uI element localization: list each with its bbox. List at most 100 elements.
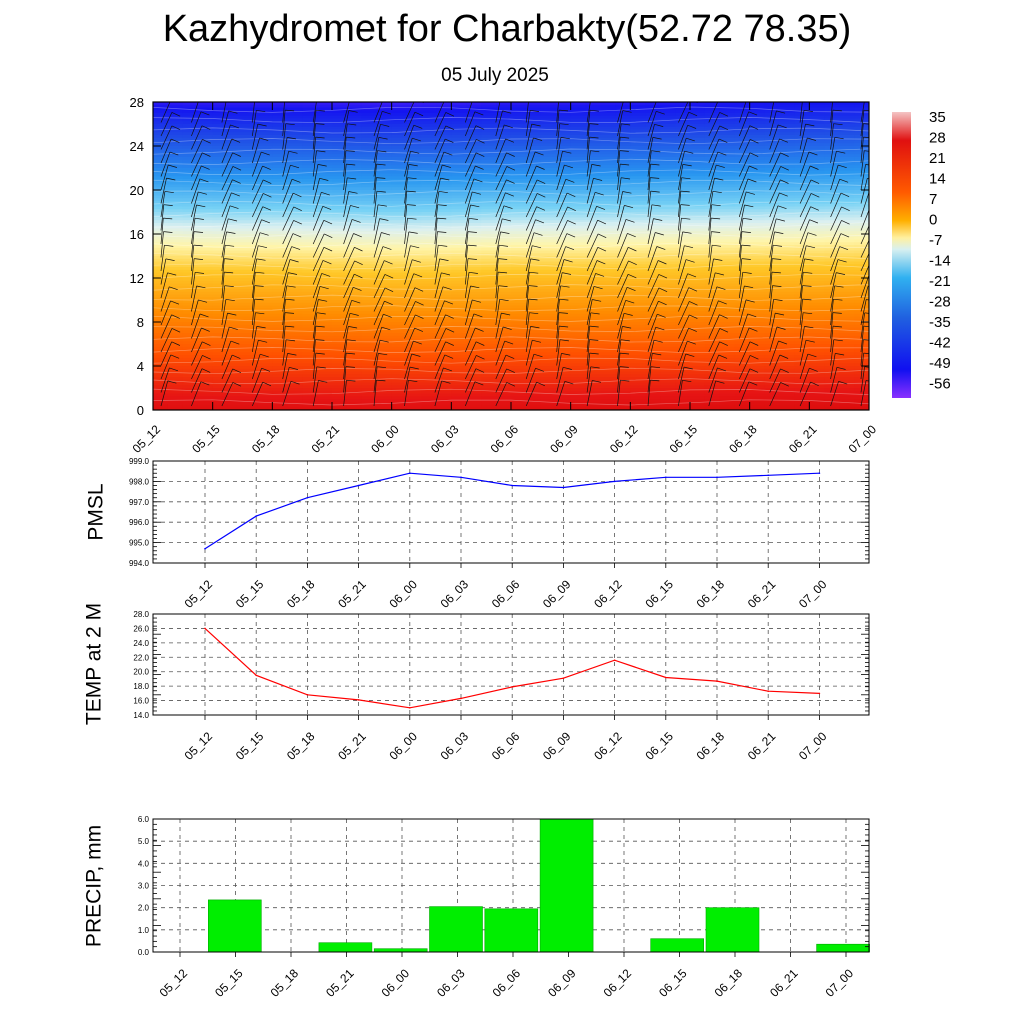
precip-bar <box>539 818 594 953</box>
x-tick-label: 05_15 <box>212 966 246 1000</box>
wind-barb <box>495 382 516 407</box>
wind-barb <box>556 164 574 191</box>
wind-barb <box>434 328 455 353</box>
wind-barb <box>221 218 238 245</box>
wind-barb <box>617 191 632 218</box>
wind-barb <box>556 366 572 393</box>
wind-barb <box>464 368 485 393</box>
wind-barb <box>434 341 454 366</box>
wind-barb <box>830 298 843 326</box>
wind-barb <box>769 312 785 339</box>
wind-barb <box>191 244 203 272</box>
wind-barb <box>738 368 759 393</box>
wind-barb <box>343 205 360 231</box>
heatmap-y-tick-label: 20 <box>130 183 144 198</box>
wind-barb <box>525 179 546 204</box>
wind-barb <box>556 272 572 299</box>
wind-barb <box>830 246 849 272</box>
colorbar: 35 28 21 14 7 0 -7 -14 -21 -28 -35 -42 -49 -56 <box>892 109 951 398</box>
wind-barb <box>373 379 386 407</box>
wind-barb <box>343 123 357 150</box>
wind-barb <box>830 285 844 312</box>
y-tick-label: 14.0 <box>133 711 149 720</box>
wind-barb <box>251 298 264 326</box>
x-tick-label: 06_03 <box>434 966 468 1000</box>
wind-barb <box>769 124 787 150</box>
wind-barb <box>312 273 331 299</box>
wind-barb <box>708 151 727 177</box>
wind-barb <box>312 150 326 177</box>
wind-barb <box>464 204 480 231</box>
x-tick-label: 06_09 <box>540 729 574 763</box>
wind-barb <box>282 137 296 164</box>
wind-barb <box>556 150 572 177</box>
wind-barb <box>495 124 513 150</box>
wind-barb <box>434 164 452 191</box>
x-tick-label: 06_15 <box>642 729 676 763</box>
isotherm-line <box>153 179 869 186</box>
wind-barb <box>495 231 510 258</box>
wind-barb <box>738 178 757 204</box>
wind-barb <box>434 138 454 164</box>
x-tick-label: 06_18 <box>712 966 746 1000</box>
temp-point <box>665 676 667 679</box>
wind-barb <box>464 258 477 285</box>
wind-barb <box>556 123 569 150</box>
wind-barb <box>799 151 818 177</box>
wind-barb <box>434 258 449 285</box>
wind-barb <box>434 380 451 407</box>
wind-barb <box>221 179 241 204</box>
wind-barb <box>678 327 697 353</box>
isotherm-line <box>153 138 869 145</box>
heatmap-y-tick-label: 28 <box>130 95 144 110</box>
wind-barb <box>282 259 299 285</box>
pmsl-point <box>665 476 667 479</box>
wind-barb <box>738 139 759 164</box>
wind-barb <box>191 368 211 393</box>
wind-barb <box>464 102 473 123</box>
isotherm-line <box>153 190 869 197</box>
wind-barb <box>738 285 754 312</box>
wind-barb <box>678 204 690 231</box>
wind-barb <box>251 245 268 272</box>
wind-barb <box>373 204 387 231</box>
colorbar-label: 0 <box>929 212 937 229</box>
wind-barb <box>404 137 421 164</box>
wind-barb <box>830 136 844 164</box>
wind-barb <box>525 137 543 164</box>
wind-barb <box>160 258 175 285</box>
wind-barb <box>769 110 786 137</box>
x-tick-label: 06_09 <box>545 966 579 1000</box>
isotherm-line <box>153 315 869 322</box>
wind-barb <box>251 151 270 177</box>
wind-barb <box>830 272 846 299</box>
wind-barb <box>282 339 296 366</box>
colorbar-label: -21 <box>929 273 951 290</box>
wind-barb <box>343 352 356 380</box>
x-tick-label: 06_06 <box>489 577 523 611</box>
isotherm-line <box>153 326 869 333</box>
temp-point <box>409 707 411 709</box>
wind-barb <box>769 231 784 258</box>
wind-barb <box>191 204 206 231</box>
wind-barb <box>312 191 330 218</box>
wind-barb <box>160 380 177 407</box>
wind-barb <box>617 352 630 380</box>
wind-barb <box>312 102 317 123</box>
wind-barb <box>343 299 361 326</box>
wind-barb <box>738 125 759 150</box>
wind-barb <box>525 339 541 366</box>
wind-barb <box>343 177 357 204</box>
wind-barb <box>251 109 266 137</box>
wind-barb <box>251 123 267 150</box>
wind-barb <box>160 138 180 164</box>
isotherm-line <box>153 232 869 239</box>
wind-barb <box>312 219 333 245</box>
wind-barb <box>647 326 665 353</box>
pmsl-panel: 994.0 995.0 996.0 997.0 998.0 999.0 05_12 05_15… <box>85 457 870 611</box>
wind-barb <box>738 313 757 339</box>
temperature-cross-section: 0 4 8 12 16 20 24 28 05_12 05_15 05_18 05_21 06_00 0… <box>130 95 880 456</box>
wind-barb <box>860 123 869 150</box>
wind-barb <box>586 136 599 164</box>
wind-barb <box>647 204 661 231</box>
